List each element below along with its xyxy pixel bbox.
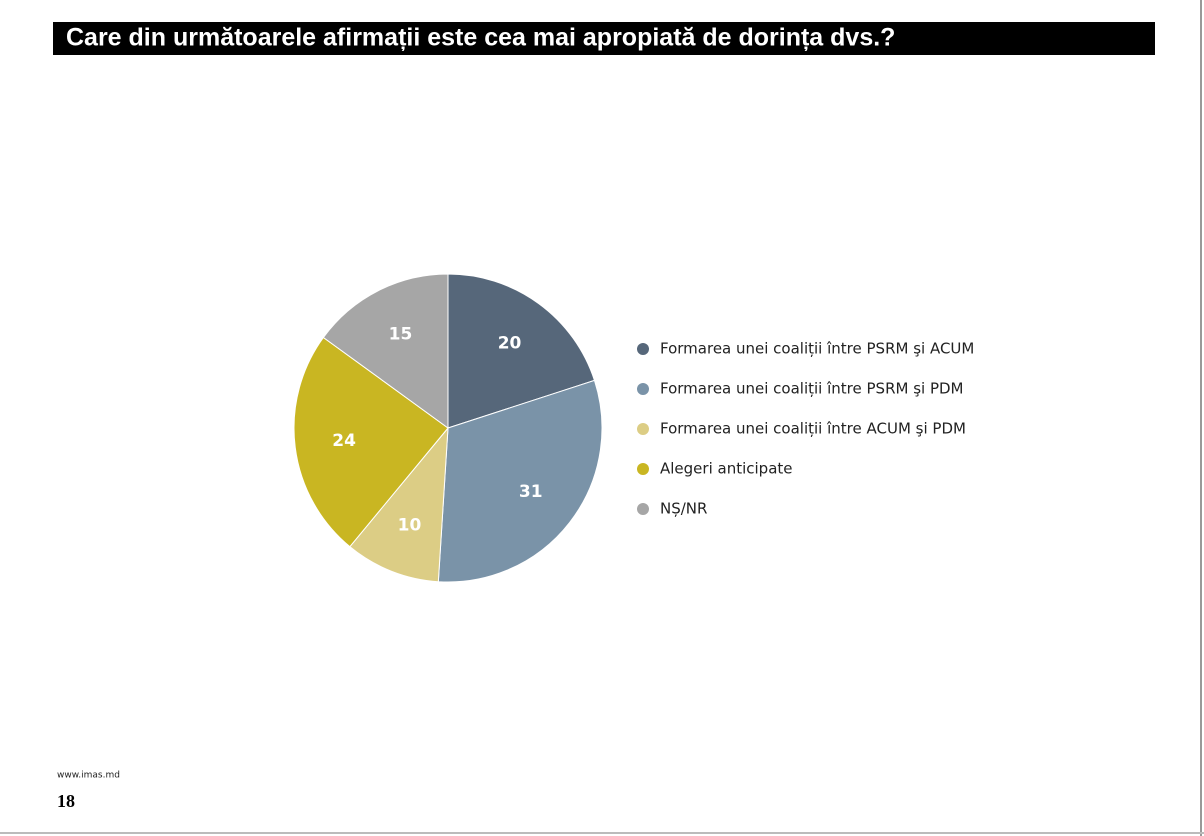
legend-label: Alegeri anticipate [660, 460, 793, 478]
legend-label: Formarea unei coaliții între ACUM şi PDM [660, 420, 966, 438]
data-label: 10 [398, 515, 422, 535]
pie-slice [437, 379, 603, 583]
data-label: 15 [389, 325, 413, 345]
pie-slice [447, 273, 596, 429]
legend-label: Formarea unei coaliții între PSRM şi ACU… [660, 340, 974, 358]
chart-title: Care din următoarele afirmații este cea … [66, 24, 895, 52]
legend-marker [637, 343, 649, 355]
legend-marker [637, 503, 649, 515]
pie-slice [349, 426, 449, 583]
pie-slice [293, 336, 449, 548]
legend-label: NȘ/NR [660, 500, 707, 518]
data-label: 24 [332, 431, 356, 451]
legend-marker [637, 383, 649, 395]
pie-slice [322, 273, 449, 429]
legend-marker [637, 463, 649, 475]
legend-marker [637, 423, 649, 435]
title-bar [53, 22, 1155, 55]
source: www.imas.md [57, 771, 120, 781]
data-label: 20 [498, 333, 522, 353]
data-label: 31 [519, 482, 543, 502]
legend-label: Formarea unei coaliții între PSRM şi PDM [660, 380, 964, 398]
page-number: 18 [57, 791, 75, 811]
